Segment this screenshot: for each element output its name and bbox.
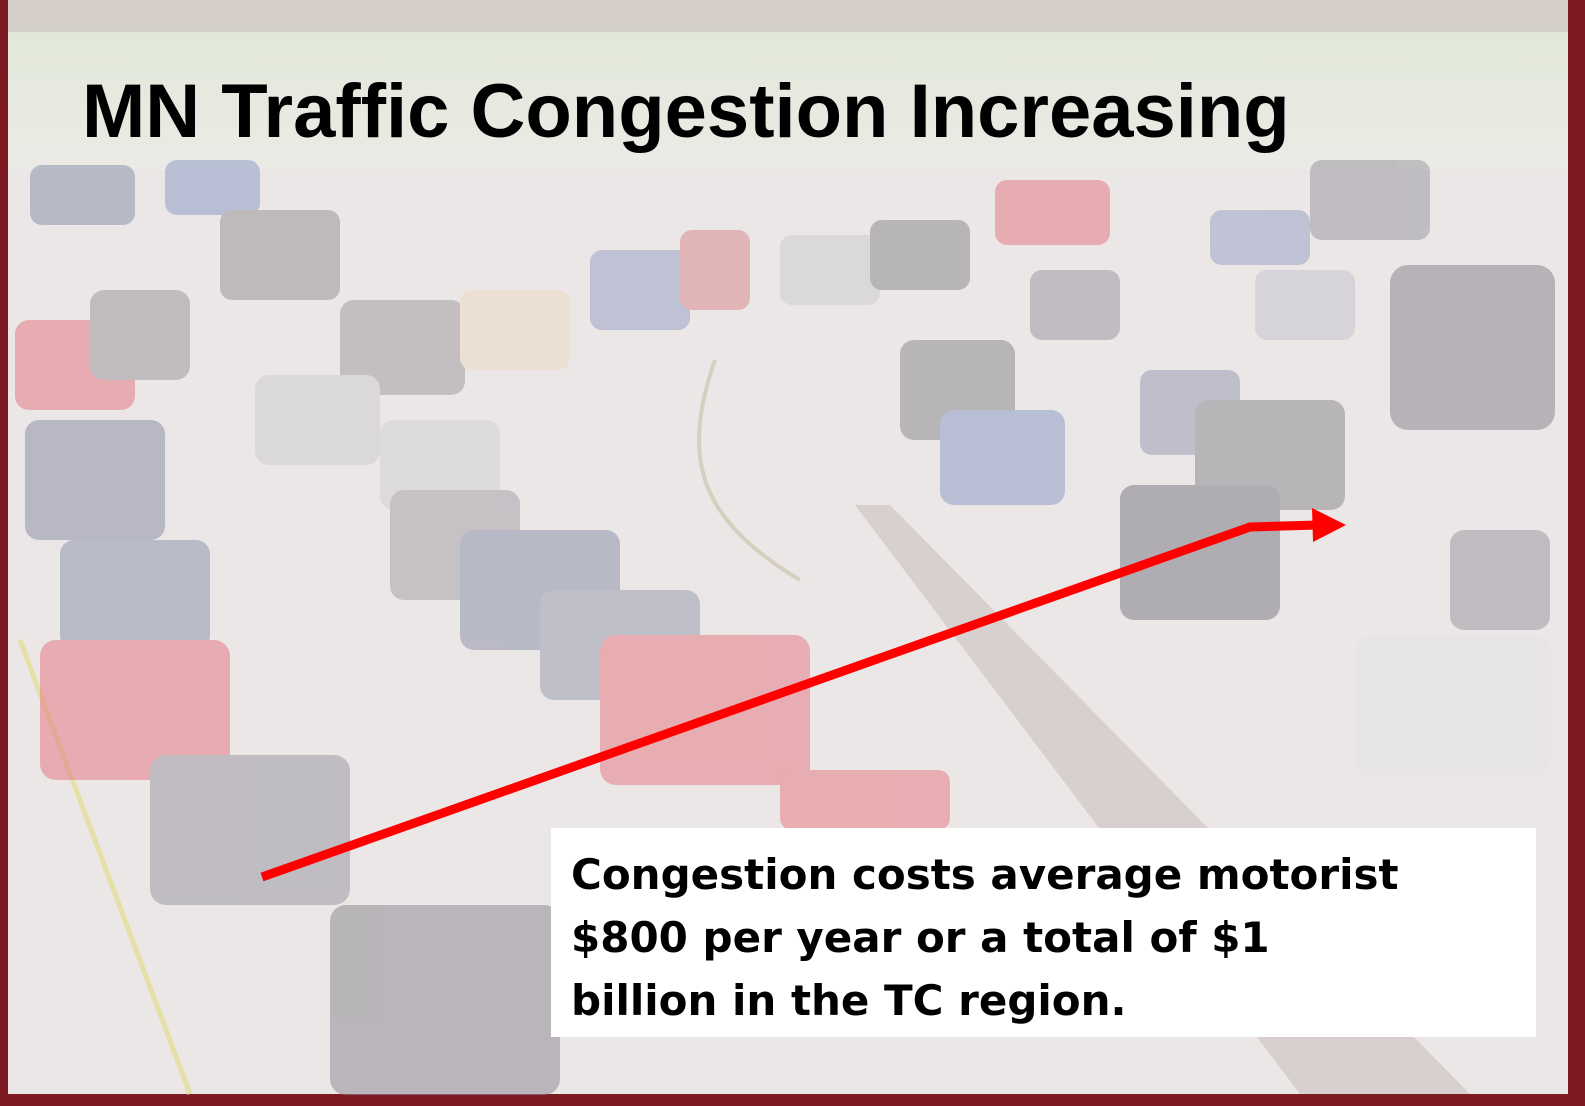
car	[330, 905, 560, 1095]
car	[1030, 270, 1120, 340]
car	[1450, 530, 1550, 630]
car	[150, 755, 350, 905]
red-arrow	[260, 508, 1346, 882]
car	[165, 160, 260, 215]
car	[1310, 160, 1430, 240]
cars	[15, 160, 1555, 1095]
arrow-head	[1312, 508, 1346, 542]
car	[460, 290, 570, 370]
car	[60, 540, 210, 650]
car	[680, 230, 750, 310]
lane-line	[697, 359, 802, 582]
car	[780, 235, 880, 305]
caption-line: Congestion costs average motorist	[571, 850, 1399, 899]
car	[780, 770, 950, 830]
truck	[1390, 265, 1555, 430]
caption-line: billion in the TC region.	[571, 976, 1127, 1025]
car	[1195, 400, 1345, 510]
slide-title: MN Traffic Congestion Increasing	[82, 69, 1290, 154]
caption-line: $800 per year or a total of $1	[571, 913, 1270, 962]
car	[340, 300, 465, 395]
car	[600, 635, 810, 785]
car	[30, 165, 135, 225]
overpass	[8, 0, 1568, 32]
car	[590, 250, 690, 330]
car	[1120, 485, 1280, 620]
car	[25, 420, 165, 540]
caption-box	[551, 828, 1536, 1037]
car	[40, 640, 230, 780]
car	[220, 210, 340, 300]
car	[1210, 210, 1310, 265]
car	[940, 410, 1065, 505]
car	[90, 290, 190, 380]
car	[380, 420, 500, 510]
car	[255, 375, 380, 465]
car	[870, 220, 970, 290]
car	[1255, 270, 1355, 340]
car	[1355, 635, 1550, 775]
car	[995, 180, 1110, 245]
arrow-line	[260, 520, 1319, 882]
